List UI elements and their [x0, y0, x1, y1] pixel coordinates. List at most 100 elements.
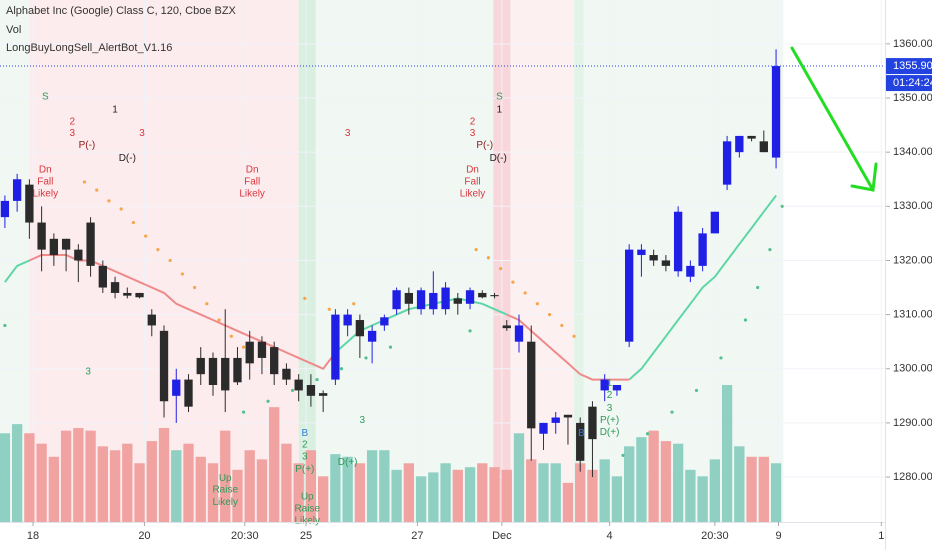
- volume-bar: [685, 469, 696, 522]
- volume-bar: [562, 482, 574, 522]
- candle-body: [318, 393, 328, 396]
- volume-bar: [305, 450, 317, 522]
- signal-label: P(+): [295, 464, 314, 475]
- volume-bar: [109, 450, 121, 522]
- candle-body: [563, 414, 573, 418]
- candle-body: [12, 179, 22, 201]
- signal-dot: [266, 399, 270, 403]
- signal-label: 3: [470, 128, 476, 139]
- y-tick-label: 1280.00: [893, 471, 932, 483]
- indicator-label: LongBuyLongSell_AlertBot_V1.16: [6, 42, 172, 54]
- signal-dot: [241, 410, 246, 414]
- volume-bar: [36, 443, 47, 522]
- candle-body: [49, 238, 59, 256]
- volume-bar: [648, 430, 659, 522]
- volume-bar: [85, 430, 96, 522]
- candle-body: [453, 298, 462, 304]
- volume-bar: [391, 469, 402, 522]
- volume-bar: [195, 456, 206, 522]
- y-tick-label: 1310.00: [893, 309, 932, 321]
- volume-bar: [758, 456, 769, 522]
- signal-dot: [468, 329, 472, 333]
- candle-body: [282, 368, 291, 380]
- volume-bar: [746, 456, 757, 522]
- volume-bar: [489, 467, 500, 522]
- candle-body: [527, 341, 536, 429]
- signal-label: D(+): [600, 427, 620, 438]
- signal-label: Likely: [294, 516, 320, 527]
- volume-bar: [73, 428, 84, 522]
- candle-body: [588, 406, 597, 440]
- signal-label: Dn: [39, 165, 52, 176]
- volume-label: Vol: [6, 24, 21, 36]
- signal-label: 1: [607, 378, 613, 389]
- candle-body: [441, 287, 450, 310]
- candle-body: [490, 295, 499, 297]
- signal-dot: [290, 388, 295, 393]
- x-tick-label: 20:30: [231, 530, 259, 542]
- volume-bar: [11, 424, 23, 522]
- candle-body: [74, 249, 83, 261]
- signal-label: 3: [360, 415, 366, 426]
- volume-bar: [428, 472, 439, 522]
- candle-body: [661, 260, 671, 266]
- signal-dot: [560, 323, 564, 328]
- volume-bar: [734, 446, 745, 522]
- volume-bar: [366, 450, 378, 522]
- signal-dot: [486, 256, 491, 260]
- signal-label: Dn: [246, 165, 259, 176]
- signal-dot: [3, 323, 7, 328]
- signal-dot: [523, 291, 527, 295]
- candle-body: [649, 255, 658, 261]
- candle-body: [110, 282, 120, 293]
- candle-body: [135, 292, 144, 298]
- signal-label: P(-): [476, 140, 493, 151]
- signal-label: Fall: [37, 177, 53, 188]
- volume-bar: [526, 459, 537, 522]
- volume-bar: [281, 443, 292, 522]
- signal-dot: [474, 248, 478, 252]
- volume-bar: [513, 433, 525, 522]
- last-price-tag: [886, 58, 932, 75]
- signal-label: S: [496, 92, 503, 103]
- candle-body: [392, 290, 401, 310]
- volume-bar: [660, 441, 672, 522]
- signal-label: Dn: [466, 165, 479, 176]
- candle-body: [612, 385, 622, 391]
- y-tick-label: 1330.00: [893, 200, 932, 212]
- signal-label: 3: [607, 403, 613, 414]
- volume-bar: [636, 437, 647, 522]
- signal-dot: [780, 204, 784, 208]
- signal-label: B: [301, 428, 308, 439]
- volume-bar: [452, 469, 463, 522]
- x-tick-label: 4: [607, 530, 613, 542]
- volume-bar: [342, 456, 353, 522]
- volume-bar: [501, 469, 512, 522]
- candle-body: [196, 357, 205, 375]
- y-tick-label: 1300.00: [893, 363, 932, 375]
- last-price-label: 1355.90: [893, 60, 932, 72]
- volume-bar: [220, 430, 231, 522]
- candle-body: [355, 320, 365, 337]
- candle-body: [294, 379, 303, 391]
- signal-label: 3: [139, 128, 145, 139]
- volume-bar: [330, 454, 341, 522]
- signal-label: 3: [69, 128, 75, 139]
- signal-label: P(-): [79, 140, 96, 151]
- volume-bar: [624, 446, 635, 522]
- x-tick-label: 20:30: [701, 530, 729, 542]
- volume-bar: [403, 463, 414, 522]
- volume-bar: [415, 476, 427, 522]
- volume-bar: [134, 463, 145, 522]
- signal-label: Raise: [294, 504, 320, 515]
- candle-body: [514, 325, 524, 342]
- signal-dot: [327, 307, 331, 311]
- volume-bar: [464, 467, 476, 522]
- volume-bar: [317, 476, 329, 522]
- volume-bar: [550, 463, 561, 522]
- candle-body: [172, 379, 181, 396]
- x-tick-label: 18: [27, 530, 39, 542]
- signal-label: 3: [302, 452, 308, 463]
- signal-dot: [303, 296, 307, 300]
- candle-body: [184, 379, 193, 407]
